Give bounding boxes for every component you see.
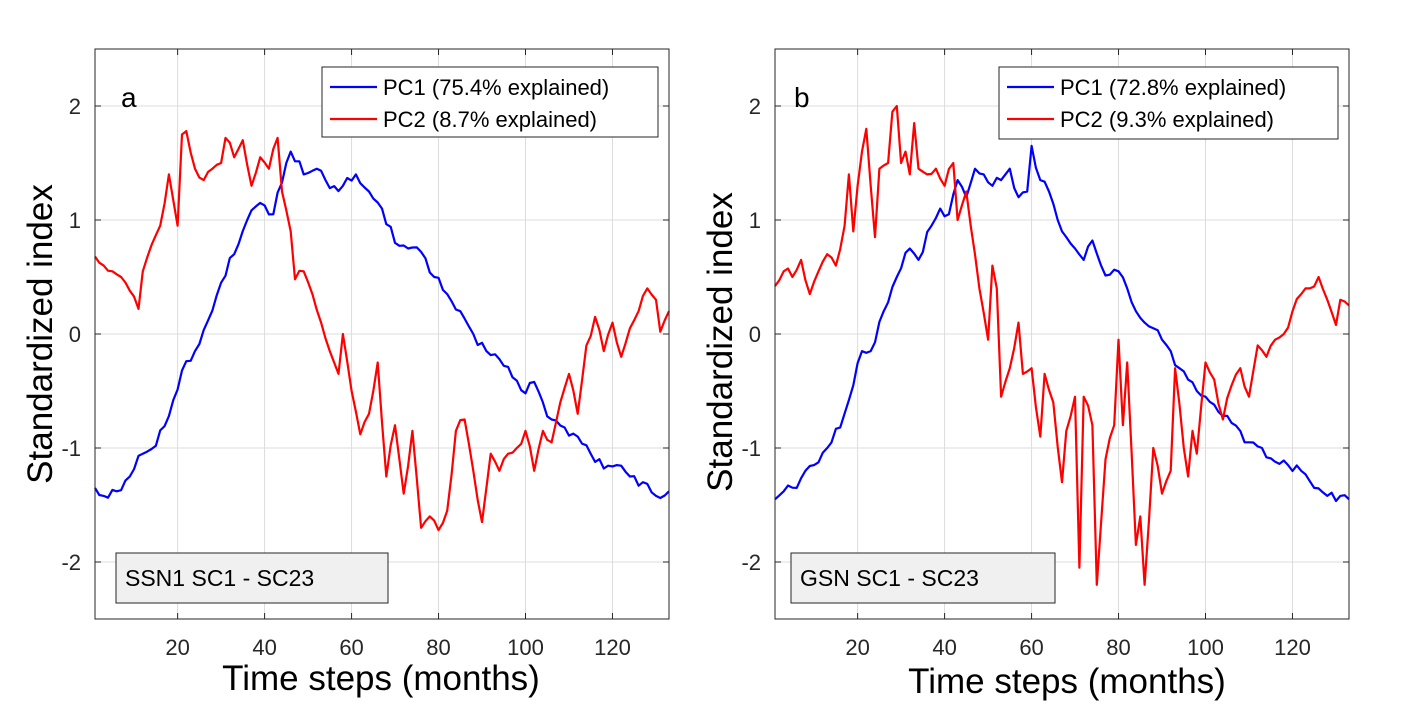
legend-label-pc2: PC2 (9.3% explained): [1060, 107, 1274, 132]
y-tick-label: 0: [69, 322, 81, 347]
x-axis-label: Time steps (months): [908, 662, 1226, 701]
y-tick-label: -2: [61, 550, 81, 575]
x-tick-label: 100: [507, 635, 544, 660]
legend-label-pc1: PC1 (75.4% explained): [383, 75, 609, 100]
series-line-pc1: [774, 144, 1350, 503]
annotation-label: SSN1 SC1 - SC23: [125, 565, 314, 591]
panel-letter: a: [121, 82, 137, 113]
x-tick-label: 40: [932, 635, 956, 660]
x-tick-label: 120: [1274, 635, 1311, 660]
y-axis-label: Standardized index: [21, 184, 60, 484]
y-axis-label: Standardized index: [701, 192, 740, 492]
x-tick-label: 60: [1019, 635, 1043, 660]
y-tick-label: -1: [741, 436, 761, 461]
legend-label-pc1: PC1 (72.8% explained): [1060, 75, 1286, 100]
panel-letter: b: [794, 82, 810, 113]
x-tick-label: 120: [594, 635, 631, 660]
series-line-pc1: [94, 150, 670, 500]
x-tick-label: 80: [426, 635, 450, 660]
y-tick-label: 2: [749, 94, 761, 119]
annotation-label: GSN SC1 - SC23: [800, 565, 979, 591]
y-tick-label: 1: [69, 208, 81, 233]
x-tick-label: 60: [339, 635, 363, 660]
y-tick-label: -1: [61, 436, 81, 461]
annotation-box: [115, 552, 389, 604]
y-tick-label: 2: [69, 94, 81, 119]
x-tick-label: 20: [845, 635, 869, 660]
legend: PC1 (72.8% explained) PC2 (9.3% explained…: [998, 66, 1339, 140]
y-tick-label: 0: [749, 322, 761, 347]
x-tick-label: 100: [1187, 635, 1224, 660]
series-line-pc2: [774, 104, 1350, 586]
x-axis-label: Time steps (months): [222, 659, 540, 698]
legend-box: [321, 66, 659, 138]
y-tick-label: -2: [741, 550, 761, 575]
legend-label-pc2: PC2 (8.7% explained): [383, 107, 597, 132]
annotation-box: [790, 552, 1056, 604]
legend: PC1 (75.4% explained) PC2 (8.7% explained…: [321, 66, 659, 138]
y-tick-label: 1: [749, 208, 761, 233]
chart-panel-a: 20 40 60 80 100 120 -2 -1 0 1 2 Time steps (months)…: [21, 48, 670, 698]
x-tick-label: 20: [165, 635, 189, 660]
chart-panel-b: 20 40 60 80 100 120 -2 -1 0 1 2 Time steps (months)…: [701, 48, 1350, 701]
x-tick-label: 80: [1106, 635, 1130, 660]
legend-box: [998, 66, 1339, 140]
series-line-pc2: [94, 130, 670, 532]
x-tick-label: 40: [252, 635, 276, 660]
